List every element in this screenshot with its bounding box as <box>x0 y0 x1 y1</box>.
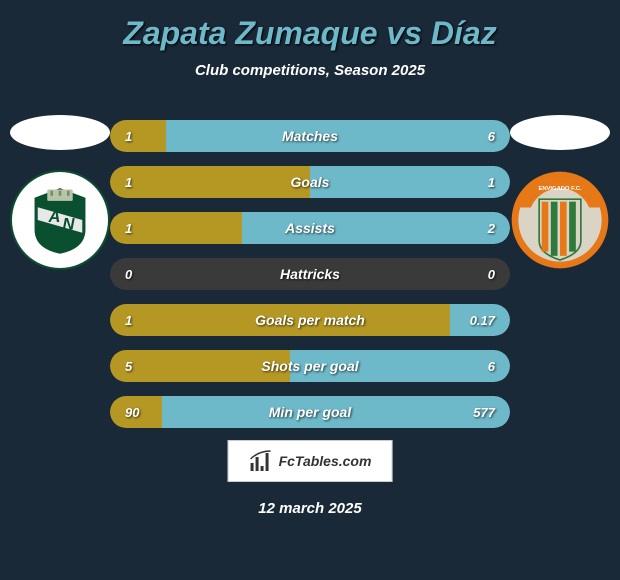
player-left-panel: A N <box>0 115 120 270</box>
fctables-logo-text: FcTables.com <box>279 453 372 469</box>
stat-value-left: 1 <box>125 313 132 328</box>
stat-label: Min per goal <box>269 404 351 420</box>
svg-text:A: A <box>48 207 61 226</box>
svg-text:ENVIGADO F.C.: ENVIGADO F.C. <box>538 186 581 192</box>
atletico-nacional-crest-icon: A N <box>25 185 95 255</box>
fctables-logo-box: FcTables.com <box>228 440 393 482</box>
stat-label: Assists <box>285 220 335 236</box>
stat-bar-left <box>110 120 166 152</box>
stat-label: Matches <box>282 128 338 144</box>
stat-bar-right <box>242 212 510 244</box>
stat-value-left: 90 <box>125 405 139 420</box>
stat-value-right: 2 <box>488 221 495 236</box>
stat-label: Shots per goal <box>261 358 358 374</box>
stat-row: 0 0 Hattricks <box>110 258 510 290</box>
stat-value-left: 1 <box>125 221 132 236</box>
stat-value-right: 6 <box>488 359 495 374</box>
fctables-icon <box>249 449 273 473</box>
stat-bar-right <box>310 166 510 198</box>
stat-value-right: 0.17 <box>470 313 495 328</box>
club-crest-left: A N <box>10 170 110 270</box>
stat-row: 1 6 Matches <box>110 120 510 152</box>
stat-row: 1 2 Assists <box>110 212 510 244</box>
stat-value-left: 0 <box>125 267 132 282</box>
envigado-fc-crest-icon: ENVIGADO F.C. <box>510 165 610 275</box>
stat-value-right: 0 <box>488 267 495 282</box>
stat-value-left: 5 <box>125 359 132 374</box>
stats-container: 1 6 Matches 1 1 Goals 1 2 Assists 0 0 Hattricks 1 0.1… <box>110 120 510 428</box>
stat-row: 5 6 Shots per goal <box>110 350 510 382</box>
stat-value-left: 1 <box>125 129 132 144</box>
stat-bar-left <box>110 166 310 198</box>
subtitle: Club competitions, Season 2025 <box>0 62 620 79</box>
stat-row: 1 0.17 Goals per match <box>110 304 510 336</box>
stat-label: Goals <box>291 174 330 190</box>
stat-value-right: 1 <box>488 175 495 190</box>
stat-value-left: 1 <box>125 175 132 190</box>
stat-label: Hattricks <box>280 266 340 282</box>
stat-row: 1 1 Goals <box>110 166 510 198</box>
title: Zapata Zumaque vs Díaz <box>0 0 620 52</box>
stat-row: 90 577 Min per goal <box>110 396 510 428</box>
club-crest-right: ENVIGADO F.C. <box>510 170 610 270</box>
player-right-panel: ENVIGADO F.C. <box>500 115 620 270</box>
player-right-headshot-placeholder <box>510 115 610 150</box>
svg-text:N: N <box>63 215 76 234</box>
stat-label: Goals per match <box>255 312 365 328</box>
player-left-headshot-placeholder <box>10 115 110 150</box>
date-text: 12 march 2025 <box>258 500 361 517</box>
stat-value-right: 577 <box>473 405 495 420</box>
stat-value-right: 6 <box>488 129 495 144</box>
